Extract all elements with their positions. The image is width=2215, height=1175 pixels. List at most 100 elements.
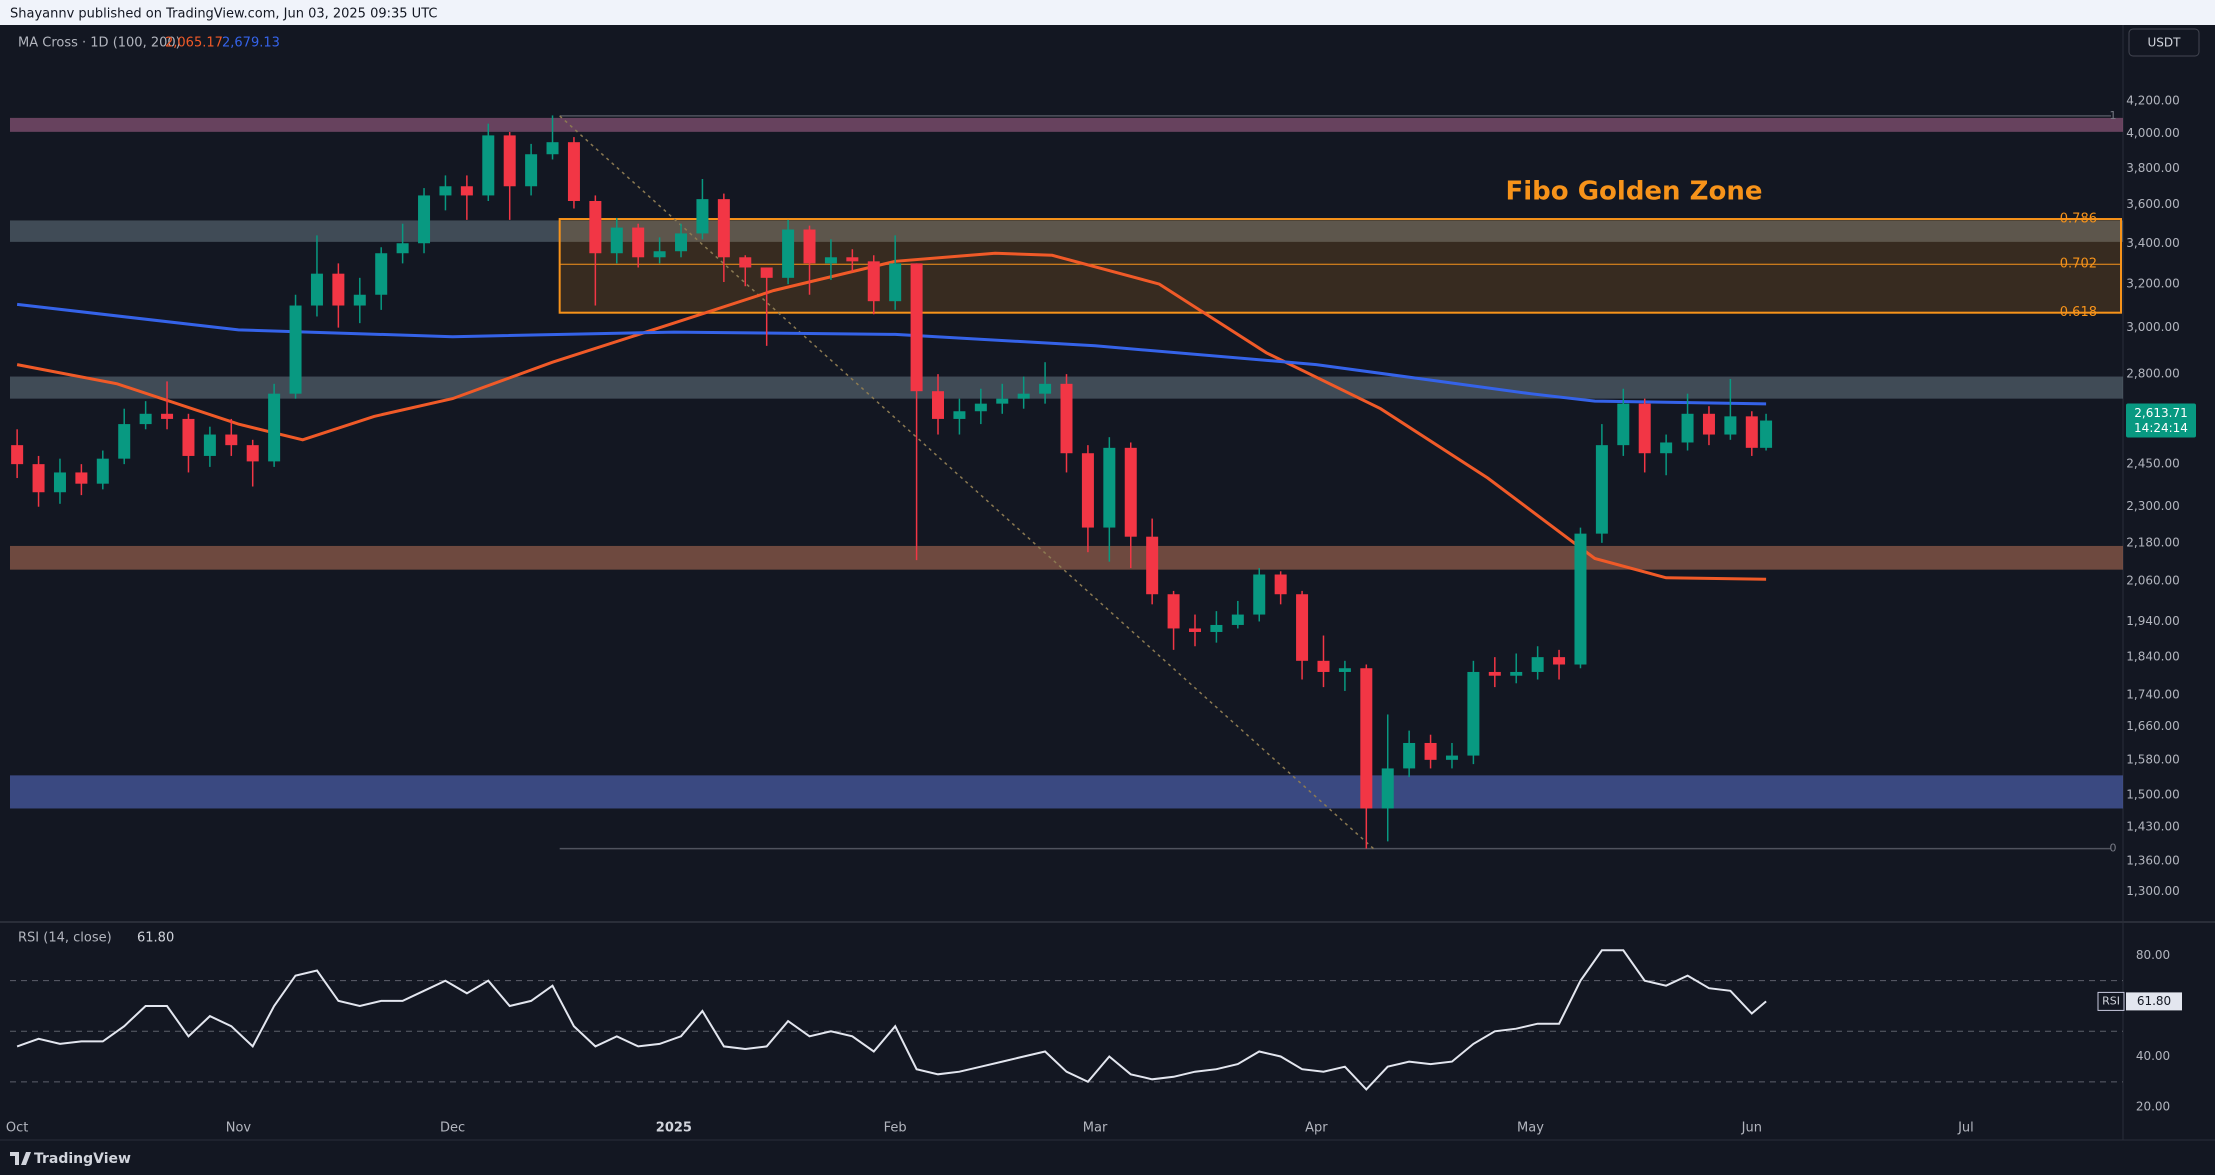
candle-body	[1253, 574, 1266, 615]
candle-body	[782, 229, 795, 278]
axes: 4,200.00 4,000.00 3,800.00 3,600.00 3,400.00…	[6, 93, 2196, 1136]
y-tick-label: 1,740.00	[2126, 687, 2179, 701]
header-bar	[0, 0, 2215, 25]
candle-body	[1702, 413, 1715, 435]
candle-body	[696, 199, 709, 234]
x-tick-label: Jun	[1741, 1121, 1762, 1136]
candle-body	[910, 263, 923, 392]
y-tick-label: 1,840.00	[2126, 650, 2179, 664]
x-tick-label: Apr	[1305, 1121, 1328, 1136]
candle-body	[1381, 768, 1394, 809]
candle-body	[439, 186, 452, 196]
publisher: Shayannv published on TradingView.com, J…	[10, 7, 437, 22]
candle-body	[1510, 671, 1523, 676]
candle-body	[460, 186, 473, 196]
candle-body	[225, 434, 238, 446]
candle-body	[717, 199, 730, 258]
candle-body	[75, 472, 88, 484]
candle-body	[1724, 416, 1737, 435]
candle-body	[996, 398, 1009, 404]
logo	[10, 1152, 31, 1165]
currency[interactable]: USDT	[2148, 36, 2182, 50]
ma200-value: 2,679.13	[222, 36, 280, 51]
candle-body	[760, 267, 773, 278]
y-tick-label: 1,660.00	[2126, 719, 2179, 733]
candle-body	[589, 200, 602, 254]
zone	[10, 117, 2123, 132]
brand: TradingView	[34, 1151, 131, 1167]
x-tick-label: Jul	[1957, 1121, 1974, 1136]
y-tick-label: 1,360.00	[2126, 853, 2179, 867]
y-tick-label: 1,430.00	[2126, 820, 2179, 834]
currency-button[interactable]	[2128, 28, 2200, 57]
candle-body	[289, 305, 302, 394]
x-tick-label: May	[1517, 1121, 1544, 1136]
candle-body	[610, 227, 623, 254]
indicator-name: MA Cross · 1D (100, 200)	[18, 36, 181, 51]
rsi-title: RSI (14, close)	[18, 931, 112, 946]
candle-body	[268, 393, 281, 462]
price-tag-value: 2,613.71	[2134, 406, 2187, 420]
y-tick-label: 3,800.00	[2126, 161, 2179, 175]
y-tick-label: 3,000.00	[2126, 320, 2179, 334]
candle-body	[1210, 624, 1223, 632]
candle-body	[310, 273, 323, 306]
candle-body	[1424, 742, 1437, 760]
candle-body	[418, 195, 431, 244]
candle-body	[846, 257, 859, 262]
zone	[10, 220, 2123, 242]
rsi-tag-value: 61.80	[2137, 994, 2171, 1008]
x-tick-label: Feb	[884, 1121, 907, 1136]
candle-body	[1467, 671, 1480, 756]
candle-body	[1103, 447, 1116, 528]
candle-body	[1760, 420, 1773, 448]
rsi-value: 61.80	[137, 931, 174, 946]
y-tick-label: 1,940.00	[2126, 614, 2179, 628]
rsi-tag	[2126, 992, 2182, 1011]
candle-body	[1167, 594, 1180, 629]
x-tick-label: Dec	[440, 1121, 465, 1136]
y-tick-label: 4,200.00	[2126, 93, 2179, 107]
candle-body	[953, 411, 966, 419]
fib-level-label: 0.786	[2060, 212, 2097, 227]
candle-body	[1403, 742, 1416, 769]
candle-body	[1188, 628, 1201, 632]
candle-body	[675, 233, 688, 252]
y-tick-label: 3,200.00	[2126, 277, 2179, 291]
candle-body	[525, 154, 538, 187]
candle-body	[1638, 403, 1651, 454]
candle-body	[653, 251, 666, 258]
candle-body	[1146, 536, 1159, 595]
candle-body	[503, 135, 516, 187]
candle-body	[11, 445, 24, 465]
candle-body	[161, 413, 174, 419]
candle-body	[1017, 393, 1030, 399]
x-tick-label: Mar	[1083, 1121, 1108, 1136]
fib-level-label: 0	[2110, 842, 2117, 855]
price-pane: 0.786 0.702 0.618 1 0 Fibo Golden Zone	[10, 109, 2123, 855]
candle-body	[375, 253, 388, 295]
fib-zone	[558, 218, 2122, 314]
y-tick-label: 3,600.00	[2126, 197, 2179, 211]
rsi-line	[16, 949, 1767, 1091]
rsi-tag-label-box	[2097, 991, 2125, 1011]
fib-trend-line	[559, 115, 1374, 850]
candle-body	[1553, 657, 1566, 665]
candle-body	[567, 142, 580, 201]
fib-level-label: 0.618	[2060, 305, 2097, 320]
candle-body	[396, 243, 409, 254]
y-tick-label: 2,180.00	[2126, 535, 2179, 549]
zone	[10, 775, 2123, 809]
candle-body	[1338, 668, 1351, 672]
x-tick-label: 2025	[656, 1121, 692, 1136]
candle-body	[332, 273, 345, 306]
candle-body	[1274, 574, 1287, 595]
y-tick-label: 20.00	[2136, 1100, 2170, 1114]
zone	[10, 545, 2123, 570]
candle-body	[1531, 657, 1544, 672]
candle-body	[32, 464, 45, 493]
candle-body	[1081, 453, 1094, 528]
candle-body	[1445, 755, 1458, 760]
candle-body	[632, 227, 645, 258]
y-tick-label: 2,800.00	[2126, 367, 2179, 381]
